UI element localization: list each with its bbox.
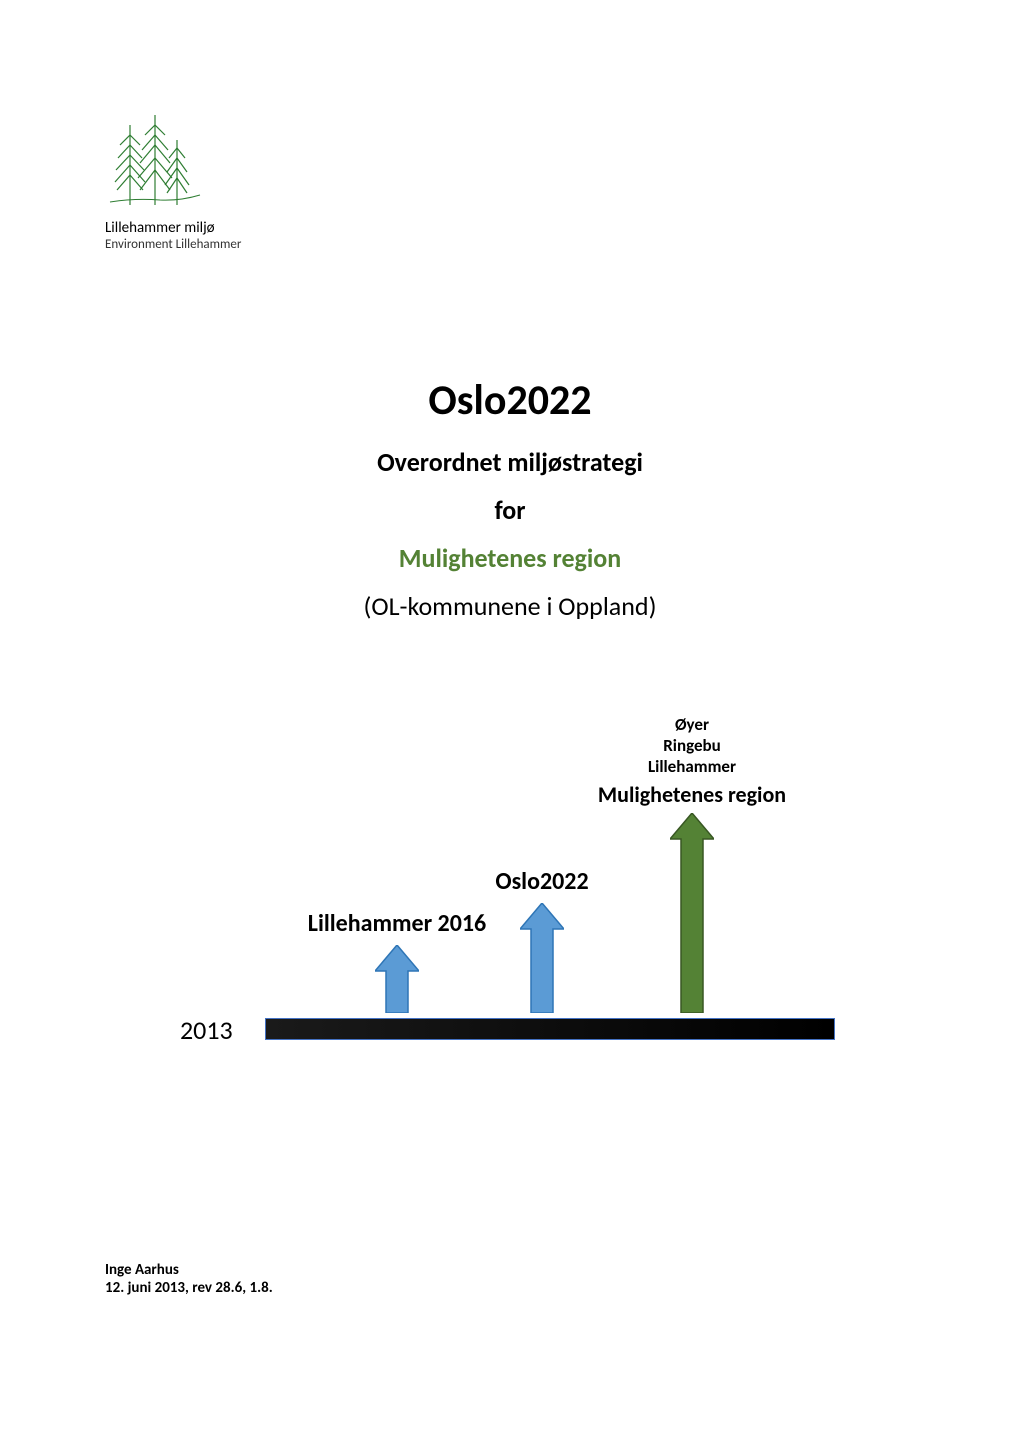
main-title: Oslo2022	[0, 375, 1020, 426]
arrow-mulighetenes-region: Øyer Ringebu Lillehammer Mulighetenes re…	[670, 813, 714, 1018]
arrow-oslo2022: Oslo2022	[520, 903, 564, 1018]
arrow-1-label: Lillehammer 2016	[308, 909, 486, 938]
logo-section: Lillehammer miljø Environment Lillehamme…	[105, 110, 241, 252]
arrow-up-icon	[375, 945, 419, 1013]
title-section: Oslo2022 Overordnet miljøstrategi for Mu…	[0, 375, 1020, 622]
arrow-3-label-region: Mulighetenes region	[598, 781, 786, 808]
arrow-3-label-lillehammer: Lillehammer	[598, 756, 786, 777]
subtitle-ol-communes: (OL-kommunene i Oppland)	[0, 590, 1020, 622]
footer-section: Inge Aarhus 12. juni 2013, rev 28.6, 1.8…	[105, 1261, 273, 1297]
subtitle-region: Mulighetenes region	[0, 542, 1020, 574]
arrow-lillehammer-2016: Lillehammer 2016	[375, 945, 419, 1018]
timeline-bar	[265, 1018, 835, 1040]
document-date: 12. juni 2013, rev 28.6, 1.8.	[105, 1279, 273, 1297]
arrow-3-labels: Øyer Ringebu Lillehammer Mulighetenes re…	[598, 714, 786, 808]
arrow-3-label-oyer: Øyer	[598, 714, 786, 735]
subtitle-for: for	[0, 494, 1020, 526]
logo-trees-icon	[105, 110, 205, 210]
year-label: 2013	[180, 1014, 233, 1046]
author-name: Inge Aarhus	[105, 1261, 273, 1279]
arrow-up-icon	[520, 903, 564, 1013]
arrow-3-label-ringebu: Ringebu	[598, 735, 786, 756]
logo-text-primary: Lillehammer miljø	[105, 219, 241, 237]
arrow-up-icon	[670, 813, 714, 1013]
logo-text-secondary: Environment Lillehammer	[105, 237, 241, 252]
timeline-diagram: 2013 Lillehammer 2016 Oslo2022 Øyer Ring…	[180, 680, 880, 1060]
arrow-2-label: Oslo2022	[495, 867, 588, 896]
subtitle-strategy: Overordnet miljøstrategi	[0, 446, 1020, 478]
